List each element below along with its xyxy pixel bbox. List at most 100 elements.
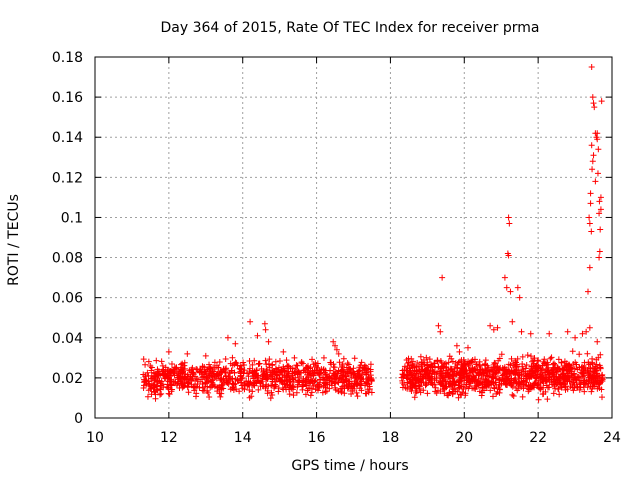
data-point (159, 370, 166, 377)
data-point (483, 384, 490, 391)
data-point (361, 382, 368, 389)
data-point (594, 136, 601, 143)
data-point (571, 365, 578, 372)
data-point (411, 394, 418, 401)
data-point (592, 178, 599, 185)
data-point (260, 369, 267, 376)
data-point (333, 374, 340, 381)
data-point (407, 369, 414, 376)
data-point (145, 358, 152, 365)
data-point (583, 328, 590, 335)
data-point (514, 284, 521, 291)
data-point (548, 376, 555, 383)
data-point (175, 374, 182, 381)
data-point (367, 361, 374, 368)
data-point (564, 375, 571, 382)
data-point (584, 350, 591, 357)
data-point (516, 372, 523, 379)
data-point (586, 220, 593, 227)
data-point (594, 385, 601, 392)
data-point (488, 381, 495, 388)
data-point (311, 370, 318, 377)
data-point (165, 385, 172, 392)
data-point (424, 390, 431, 397)
data-point (248, 382, 255, 389)
data-point (165, 348, 172, 355)
data-point (145, 387, 152, 394)
data-point (281, 381, 288, 388)
data-point (209, 368, 216, 375)
data-point (566, 378, 573, 385)
data-point (459, 389, 466, 396)
data-point (572, 334, 579, 341)
data-point (533, 362, 540, 369)
data-point (354, 393, 361, 400)
data-point (307, 377, 314, 384)
data-point (177, 378, 184, 385)
data-point (326, 379, 333, 386)
data-point (168, 361, 175, 368)
data-point (469, 359, 476, 366)
data-point (232, 340, 239, 347)
data-point (438, 380, 445, 387)
data-point (184, 350, 191, 357)
data-point (596, 210, 603, 217)
data-point (254, 332, 261, 339)
data-point (526, 368, 533, 375)
data-point (333, 346, 340, 353)
data-point (519, 353, 526, 360)
data-point (522, 365, 529, 372)
data-point (399, 371, 406, 378)
data-point (456, 370, 463, 377)
data-point (341, 390, 348, 397)
data-point (344, 370, 351, 377)
data-point (339, 362, 346, 369)
data-point (519, 393, 526, 400)
data-point (332, 384, 339, 391)
data-point (591, 365, 598, 372)
data-point (269, 392, 276, 399)
data-point (203, 374, 210, 381)
data-point (234, 362, 241, 369)
data-point (209, 377, 216, 384)
data-point (464, 344, 471, 351)
data-point (313, 363, 320, 370)
data-point (188, 381, 195, 388)
data-point (596, 380, 603, 387)
data-point (240, 370, 247, 377)
data-point (445, 359, 452, 366)
data-point (256, 360, 263, 367)
data-point (453, 364, 460, 371)
data-point (532, 369, 539, 376)
data-point (337, 375, 344, 382)
data-point (495, 357, 502, 364)
data-point (207, 384, 214, 391)
data-point (419, 366, 426, 373)
data-point (503, 284, 510, 291)
data-point (165, 384, 172, 391)
data-point (202, 383, 209, 390)
data-point (579, 330, 586, 337)
data-point (492, 375, 499, 382)
x-tick-label: 18 (382, 430, 400, 446)
data-point (358, 375, 365, 382)
data-point (153, 357, 160, 364)
data-point (500, 367, 507, 374)
data-point (193, 366, 200, 373)
data-point (210, 381, 217, 388)
data-point (432, 384, 439, 391)
x-tick-labels: 10 12 14 16 18 20 22 24 (86, 430, 621, 446)
data-point (593, 379, 600, 386)
data-point (565, 362, 572, 369)
data-point (542, 374, 549, 381)
data-point (307, 392, 314, 399)
data-point (207, 372, 214, 379)
data-point (356, 370, 363, 377)
data-point (550, 390, 557, 397)
data-point (409, 364, 416, 371)
data-point (431, 359, 438, 366)
data-point (362, 370, 369, 377)
data-point (140, 385, 147, 392)
data-point (266, 356, 273, 363)
data-point (423, 354, 430, 361)
